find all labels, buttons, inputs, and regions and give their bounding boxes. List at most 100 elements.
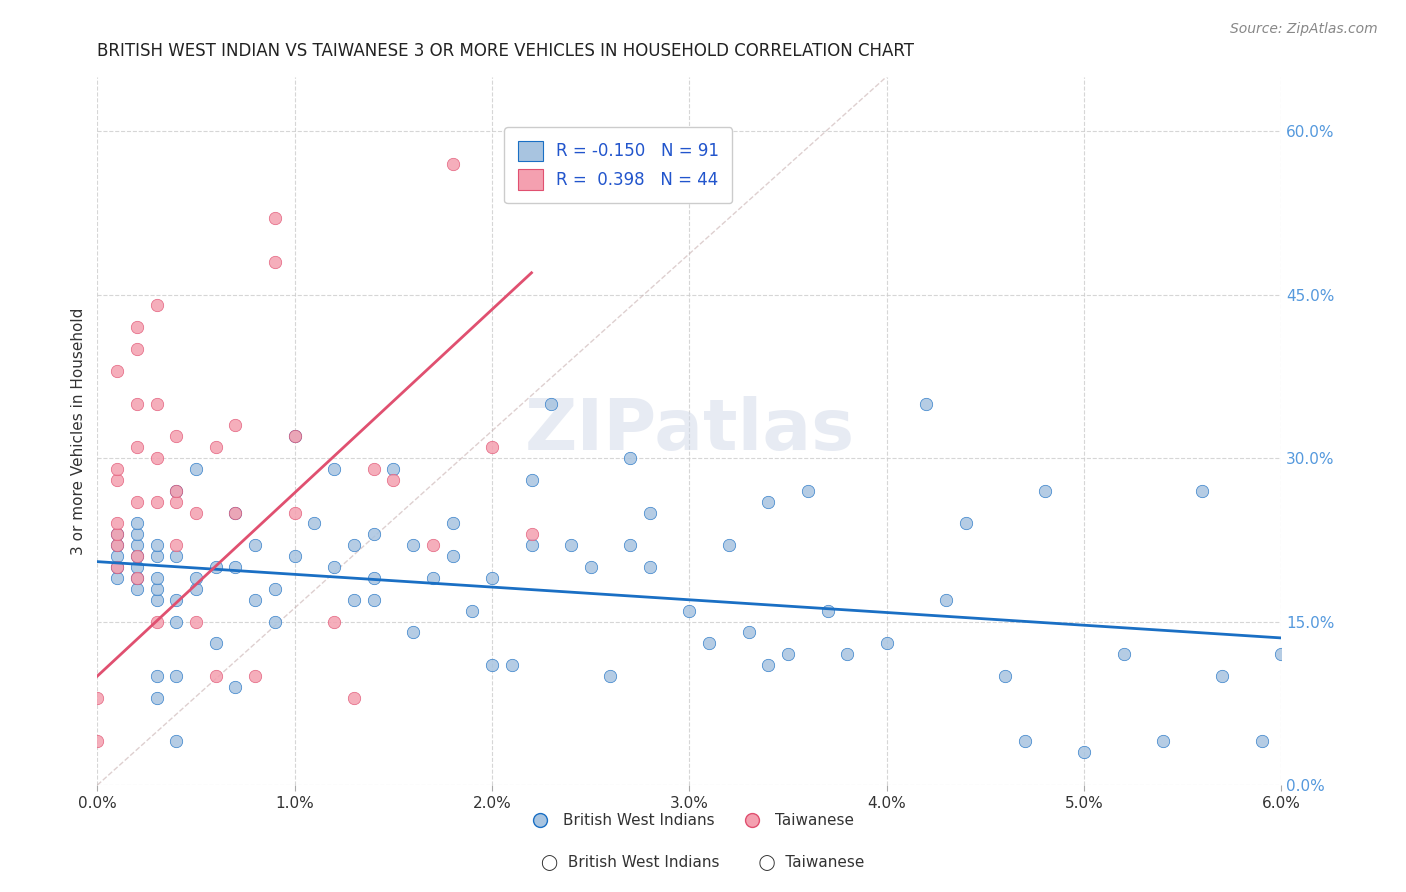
Taiwanese <box>224 506 246 520</box>
British West Indians <box>145 571 167 585</box>
Taiwanese <box>382 473 405 487</box>
Legend: British West Indians, Taiwanese: British West Indians, Taiwanese <box>519 807 860 834</box>
British West Indians <box>441 549 464 564</box>
British West Indians <box>1250 734 1272 748</box>
British West Indians <box>619 538 641 552</box>
British West Indians <box>915 396 938 410</box>
Taiwanese <box>105 364 128 378</box>
British West Indians <box>402 538 425 552</box>
Taiwanese <box>264 255 287 269</box>
Taiwanese <box>125 342 148 356</box>
British West Indians <box>145 538 167 552</box>
British West Indians <box>184 462 207 476</box>
Taiwanese <box>125 494 148 508</box>
British West Indians <box>756 658 779 673</box>
British West Indians <box>697 636 720 650</box>
British West Indians <box>717 538 740 552</box>
Taiwanese <box>105 560 128 574</box>
British West Indians <box>145 549 167 564</box>
Taiwanese <box>323 615 346 629</box>
British West Indians <box>125 571 148 585</box>
Taiwanese <box>125 320 148 334</box>
Taiwanese <box>165 483 187 498</box>
Taiwanese <box>125 549 148 564</box>
British West Indians <box>776 648 799 662</box>
British West Indians <box>441 516 464 531</box>
British West Indians <box>125 527 148 541</box>
British West Indians <box>876 636 898 650</box>
British West Indians <box>165 734 187 748</box>
Taiwanese <box>520 527 543 541</box>
British West Indians <box>1152 734 1174 748</box>
Taiwanese <box>284 429 307 443</box>
Text: BRITISH WEST INDIAN VS TAIWANESE 3 OR MORE VEHICLES IN HOUSEHOLD CORRELATION CHA: BRITISH WEST INDIAN VS TAIWANESE 3 OR MO… <box>97 42 914 60</box>
British West Indians <box>264 615 287 629</box>
Taiwanese <box>125 440 148 454</box>
British West Indians <box>165 483 187 498</box>
British West Indians <box>145 592 167 607</box>
Taiwanese <box>165 429 187 443</box>
British West Indians <box>560 538 582 552</box>
British West Indians <box>284 429 307 443</box>
British West Indians <box>363 527 385 541</box>
Taiwanese <box>145 494 167 508</box>
Text: Source: ZipAtlas.com: Source: ZipAtlas.com <box>1230 22 1378 37</box>
British West Indians <box>145 669 167 683</box>
British West Indians <box>1211 669 1233 683</box>
British West Indians <box>619 451 641 466</box>
British West Indians <box>817 604 839 618</box>
British West Indians <box>520 538 543 552</box>
Taiwanese <box>105 473 128 487</box>
Taiwanese <box>284 506 307 520</box>
British West Indians <box>1191 483 1213 498</box>
British West Indians <box>343 592 366 607</box>
British West Indians <box>105 527 128 541</box>
Taiwanese <box>224 418 246 433</box>
British West Indians <box>638 506 661 520</box>
Taiwanese <box>363 462 385 476</box>
British West Indians <box>797 483 820 498</box>
Taiwanese <box>125 396 148 410</box>
Taiwanese <box>145 451 167 466</box>
British West Indians <box>599 669 621 683</box>
British West Indians <box>1073 745 1095 759</box>
British West Indians <box>224 506 246 520</box>
British West Indians <box>1014 734 1036 748</box>
British West Indians <box>402 625 425 640</box>
British West Indians <box>756 494 779 508</box>
Text: ZIPatlas: ZIPatlas <box>524 396 855 466</box>
British West Indians <box>935 592 957 607</box>
British West Indians <box>678 604 700 618</box>
Taiwanese <box>264 211 287 226</box>
British West Indians <box>125 538 148 552</box>
British West Indians <box>165 615 187 629</box>
British West Indians <box>323 560 346 574</box>
British West Indians <box>165 549 187 564</box>
British West Indians <box>461 604 484 618</box>
British West Indians <box>323 462 346 476</box>
British West Indians <box>481 571 503 585</box>
British West Indians <box>125 560 148 574</box>
Taiwanese <box>204 440 226 454</box>
British West Indians <box>363 592 385 607</box>
British West Indians <box>184 582 207 596</box>
British West Indians <box>224 680 246 694</box>
British West Indians <box>125 516 148 531</box>
Taiwanese <box>86 690 108 705</box>
British West Indians <box>955 516 977 531</box>
Taiwanese <box>184 615 207 629</box>
Taiwanese <box>105 527 128 541</box>
British West Indians <box>284 549 307 564</box>
Taiwanese <box>343 690 366 705</box>
British West Indians <box>105 549 128 564</box>
British West Indians <box>837 648 859 662</box>
Taiwanese <box>145 396 167 410</box>
British West Indians <box>638 560 661 574</box>
British West Indians <box>304 516 326 531</box>
Taiwanese <box>145 615 167 629</box>
British West Indians <box>1033 483 1056 498</box>
British West Indians <box>204 636 226 650</box>
British West Indians <box>224 560 246 574</box>
British West Indians <box>363 571 385 585</box>
British West Indians <box>245 538 267 552</box>
